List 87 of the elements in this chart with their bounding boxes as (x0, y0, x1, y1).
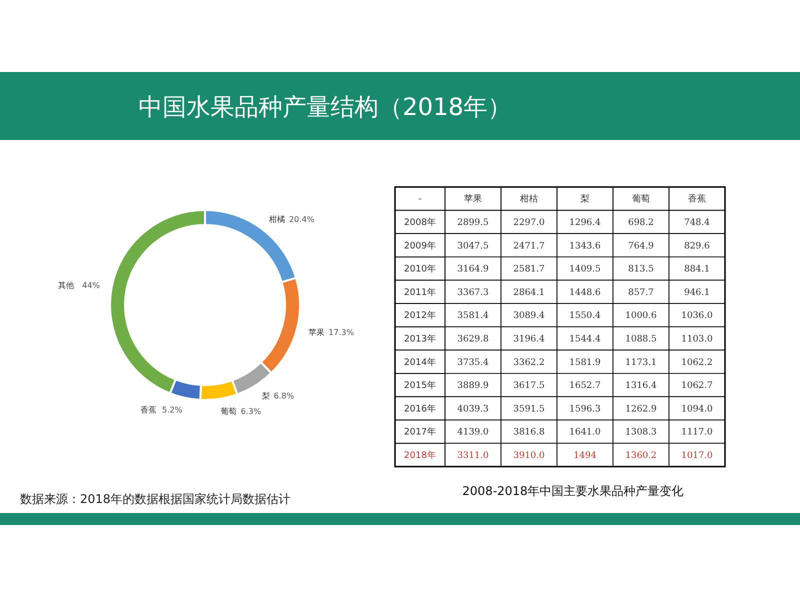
data-label: 3581.4 (457, 311, 490, 322)
x-tick-label: 葡萄 (632, 194, 650, 205)
data-label: 3889.9 (457, 381, 490, 392)
data-label: 20.4% (288, 215, 315, 224)
data-label: 1641.0 (569, 428, 602, 438)
data-label: 4139.0 (457, 428, 490, 438)
data-label: 44% (82, 280, 100, 290)
slice-label: 其他 (58, 280, 74, 290)
data-label: 3910.0 (513, 450, 546, 461)
y-tick-label: 2015年 (404, 380, 436, 392)
data-label: 6.3% (240, 406, 262, 416)
slice-label: 葡萄 (220, 406, 237, 416)
data-label: 1544.4 (569, 334, 602, 344)
slice-label: 香蕉 (140, 406, 156, 415)
data-label: 884.1 (684, 264, 710, 275)
y-tick-label: 2012年 (404, 310, 436, 322)
data-label: 1000.6 (625, 311, 658, 322)
data-label: 748.4 (684, 218, 710, 228)
data-label: 1062.7 (681, 381, 714, 392)
data-label: 1409.5 (569, 264, 602, 275)
x-tick-label: 香蕉 (688, 194, 706, 205)
y-tick-label: 2011年 (404, 286, 436, 298)
y-tick-label: 2009年 (404, 240, 436, 252)
data-label: 1308.3 (625, 428, 658, 438)
data-label: 3367.3 (457, 288, 490, 298)
y-tick-label: 2014年 (404, 356, 436, 368)
data-label: 17.3% (328, 328, 354, 337)
y-axis-title: - (418, 194, 422, 205)
slice-label: 梨 (262, 392, 270, 401)
data-label: 3089.4 (513, 311, 546, 322)
slice-label: 柑橘 (268, 215, 285, 224)
data-label: 1296.4 (569, 218, 602, 228)
source-note: 数据来源：2018年的数据根据国家统计局数据估计 (20, 492, 291, 506)
data-label: 1062.2 (681, 358, 713, 368)
data-label: 2864.1 (513, 288, 545, 298)
data-label: 6.8% (274, 392, 294, 401)
data-label: 3311.0 (457, 450, 490, 461)
data-label: 3816.8 (513, 428, 546, 438)
data-label: 3617.5 (513, 381, 546, 392)
data-label: 1094.0 (681, 404, 714, 414)
data-label: 1343.6 (569, 241, 602, 252)
data-label: 1448.6 (569, 288, 602, 298)
data-label: 4039.3 (457, 404, 490, 414)
data-label: 829.6 (684, 241, 710, 252)
text: 2008-2018年中国主要水果品种产量变化 (462, 484, 684, 498)
data-label: 3196.4 (513, 334, 546, 344)
y-tick-label: 2018年 (404, 450, 436, 461)
data-label: 1088.5 (625, 334, 658, 344)
data-label: 813.5 (628, 264, 654, 275)
data-label: 1173.1 (625, 358, 657, 368)
data-label: 2471.7 (513, 241, 546, 252)
data-label: 3164.9 (457, 264, 490, 275)
data-label: 1316.4 (625, 381, 658, 392)
x-tick-label: 柑桔 (519, 194, 538, 205)
data-label: 5.2% (162, 406, 183, 415)
x-tick-label: 苹果 (464, 194, 482, 205)
data-label: 1117.0 (681, 428, 714, 438)
y-tick-label: 2016年 (404, 403, 436, 414)
x-tick-label: 梨 (580, 194, 590, 205)
data-label: 1550.4 (569, 311, 602, 322)
y-tick-label: 2008年 (404, 216, 436, 228)
data-label: 1017.0 (681, 450, 714, 461)
data-label: 857.7 (628, 288, 654, 298)
data-label: 1262.9 (625, 404, 658, 414)
data-label: 2581.7 (513, 264, 546, 275)
data-label: 3735.4 (457, 358, 490, 368)
data-label: 1360.2 (625, 450, 657, 461)
data-label: 3591.5 (513, 404, 546, 414)
data-label: 2899.5 (457, 218, 490, 228)
slice-label: 苹果 (308, 328, 325, 337)
data-label: 2297.0 (513, 218, 546, 228)
data-label: 698.2 (628, 218, 654, 228)
y-tick-label: 2013年 (404, 333, 436, 344)
data-label: 3629.8 (457, 334, 490, 344)
data-label: 3047.5 (457, 241, 490, 252)
data-label: 1036.0 (681, 311, 714, 322)
data-label: 3362.2 (513, 358, 545, 368)
data-label: 1652.7 (569, 381, 602, 392)
data-label: 1494 (574, 450, 597, 461)
data-label: 1581.9 (569, 358, 602, 368)
data-label: 764.9 (628, 241, 654, 252)
data-label: 946.1 (684, 288, 710, 298)
data-label: 1596.3 (569, 404, 602, 414)
chart-title: 中国水果品种产量结构（2018年） (138, 93, 512, 121)
y-tick-label: 2010年 (404, 264, 436, 275)
y-tick-label: 2017年 (404, 426, 436, 438)
data-label: 1103.0 (681, 334, 714, 344)
